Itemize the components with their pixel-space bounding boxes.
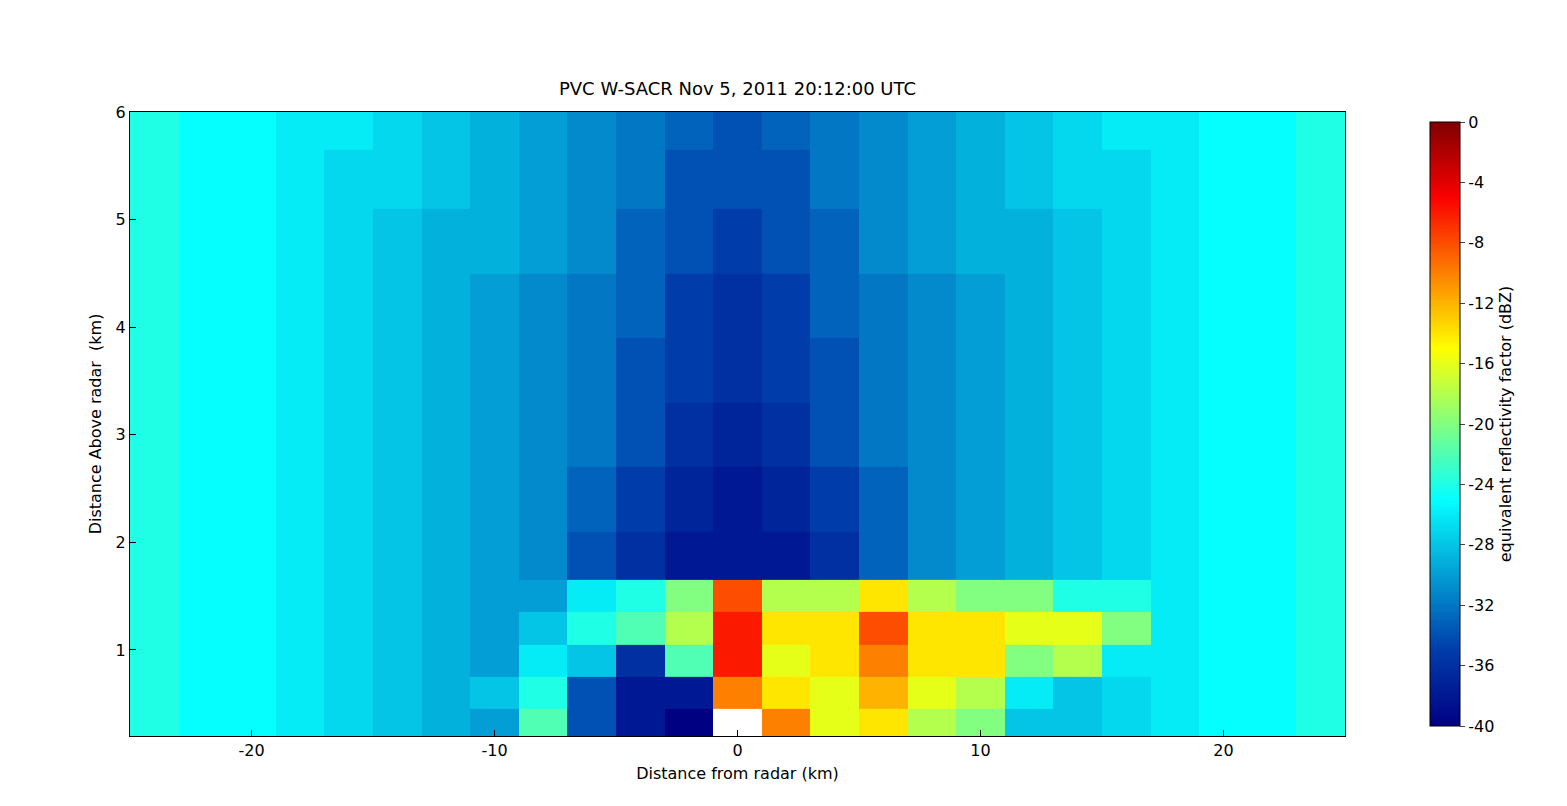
svg-text:0: 0 bbox=[732, 741, 742, 760]
svg-text:0: 0 bbox=[1468, 113, 1478, 132]
svg-text:20: 20 bbox=[1213, 741, 1233, 760]
svg-text:PVC W-SACR Nov 5, 2011 20:12:0: PVC W-SACR Nov 5, 2011 20:12:00 UTC bbox=[559, 78, 916, 99]
svg-text:-10: -10 bbox=[481, 741, 507, 760]
svg-text:equivalent reflectivity factor: equivalent reflectivity factor (dBZ) bbox=[1496, 286, 1515, 562]
svg-text:-24: -24 bbox=[1468, 475, 1494, 494]
svg-text:-20: -20 bbox=[238, 741, 264, 760]
svg-text:Distance from radar (km): Distance from radar (km) bbox=[636, 764, 839, 783]
svg-text:-8: -8 bbox=[1468, 233, 1484, 252]
svg-text:-28: -28 bbox=[1468, 535, 1494, 554]
svg-text:-32: -32 bbox=[1468, 596, 1494, 615]
svg-text:4: 4 bbox=[116, 318, 126, 337]
svg-text:-36: -36 bbox=[1468, 656, 1494, 675]
svg-text:10: 10 bbox=[970, 741, 990, 760]
svg-text:6: 6 bbox=[116, 103, 126, 122]
svg-text:2: 2 bbox=[116, 533, 126, 552]
svg-text:Distance Above radar (km): Distance Above radar (km) bbox=[86, 314, 105, 535]
svg-text:-20: -20 bbox=[1468, 415, 1494, 434]
svg-text:-12: -12 bbox=[1468, 294, 1494, 313]
svg-text:-4: -4 bbox=[1468, 173, 1484, 192]
svg-text:1: 1 bbox=[116, 641, 126, 660]
svg-text:5: 5 bbox=[116, 210, 126, 229]
svg-text:3: 3 bbox=[116, 425, 126, 444]
svg-text:-16: -16 bbox=[1468, 354, 1494, 373]
svg-text:-40: -40 bbox=[1468, 717, 1494, 736]
